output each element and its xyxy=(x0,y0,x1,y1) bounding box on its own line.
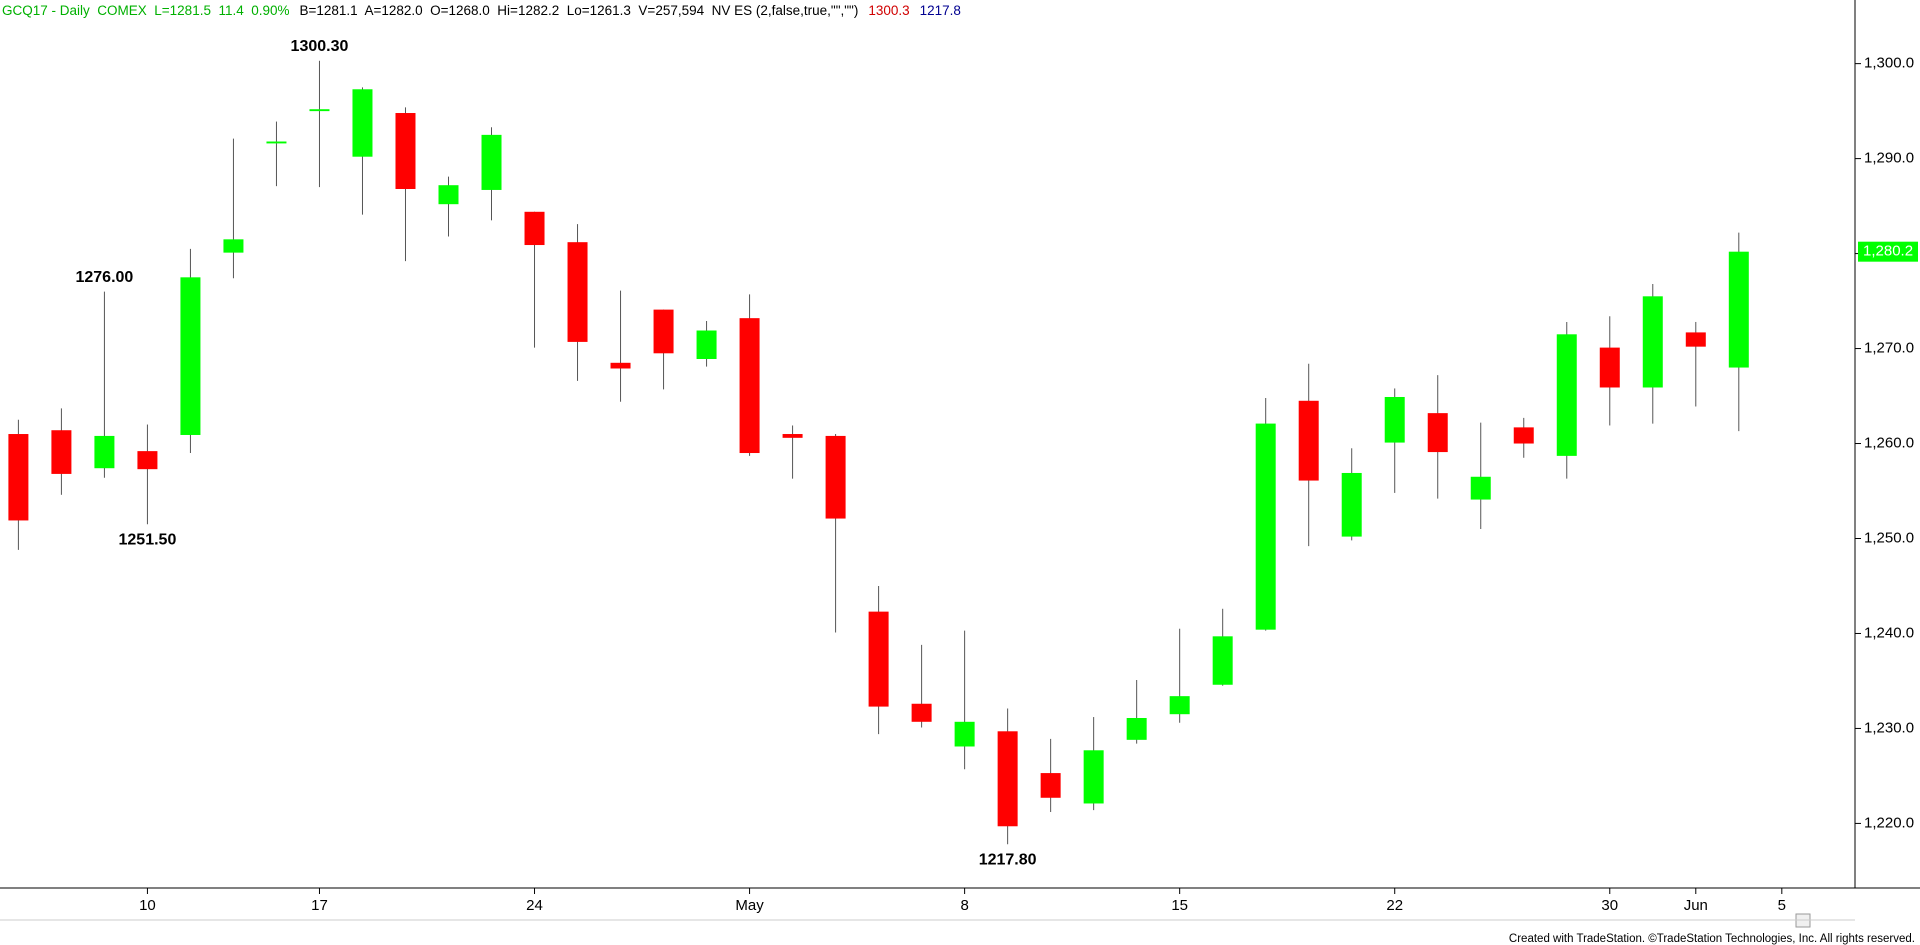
header-segment: 1300.3 xyxy=(868,3,909,18)
x-tick-label: Jun xyxy=(1684,897,1708,914)
x-tick-label: 24 xyxy=(526,897,543,914)
candle-body xyxy=(309,109,330,112)
candle-body xyxy=(1126,717,1147,740)
candle-body xyxy=(997,731,1018,827)
candle-body xyxy=(868,611,889,707)
y-tick-label: 1,230.0 xyxy=(1864,719,1914,736)
candle-body xyxy=(1255,423,1276,630)
x-tick-label: 15 xyxy=(1171,897,1188,914)
candle-body xyxy=(825,435,846,519)
candle-body xyxy=(782,434,803,438)
candle-body xyxy=(438,185,459,205)
candle-body xyxy=(1728,251,1749,368)
candle-body xyxy=(1470,476,1491,500)
header-segment: GCQ17 - Daily COMEX L=1281.5 11.4 0.90% xyxy=(2,3,290,18)
candle-body xyxy=(94,435,115,469)
candle-body xyxy=(8,434,29,521)
y-tick-label: 1,260.0 xyxy=(1864,434,1914,451)
extreme-label: 1217.80 xyxy=(979,852,1037,869)
header-segment: B=1281.1 A=1282.0 O=1268.0 Hi=1282.2 Lo=… xyxy=(300,3,859,18)
candle-body xyxy=(1083,750,1104,804)
y-tick-label: 1,220.0 xyxy=(1864,814,1914,831)
candle-body xyxy=(653,309,674,354)
x-tick-label: 22 xyxy=(1386,897,1403,914)
candle-body xyxy=(911,703,932,722)
candle-body xyxy=(1513,427,1534,444)
candle-body xyxy=(1298,400,1319,481)
candle-body xyxy=(610,362,631,369)
candle-body xyxy=(1642,296,1663,388)
candle-body xyxy=(739,318,760,454)
x-tick-label: May xyxy=(735,897,764,914)
extreme-label: 1300.30 xyxy=(291,38,349,55)
candle-body xyxy=(1427,413,1448,453)
candle-body xyxy=(567,242,588,342)
candle-body xyxy=(524,211,545,246)
y-tick-label: 1,290.0 xyxy=(1864,150,1914,167)
candle-body xyxy=(1212,636,1233,685)
x-tick-label: 10 xyxy=(139,897,156,914)
candle-body xyxy=(1040,773,1061,798)
candle-body xyxy=(266,141,287,144)
x-tick-label: 8 xyxy=(960,897,968,914)
candle-body xyxy=(1685,332,1706,347)
candle-body xyxy=(954,721,975,747)
candle-body xyxy=(352,89,373,157)
candle-body xyxy=(137,451,158,470)
y-tick-label: 1,270.0 xyxy=(1864,340,1914,357)
candle-body xyxy=(223,239,244,253)
x-tick-label: 5 xyxy=(1778,897,1786,914)
header-segment: 1217.8 xyxy=(920,3,961,18)
candle-body xyxy=(1169,696,1190,715)
y-tick-label: 1,250.0 xyxy=(1864,529,1914,546)
last-price-box xyxy=(1858,241,1918,262)
y-tick-label: 1,300.0 xyxy=(1864,55,1914,72)
candle-body xyxy=(1384,396,1405,443)
candle-body xyxy=(51,430,72,474)
candle-body xyxy=(1599,347,1620,388)
last-price-label: 1,280.2 xyxy=(1863,243,1913,260)
x-tick-label: 17 xyxy=(311,897,328,914)
x-tick-label: 30 xyxy=(1601,897,1618,914)
y-tick-label: 1,240.0 xyxy=(1864,624,1914,641)
candle-body xyxy=(1556,334,1577,456)
candle-body xyxy=(1341,472,1362,537)
footer: Created with TradeStation. ©TradeStation… xyxy=(1509,933,1915,945)
extreme-label: 1276.00 xyxy=(75,269,133,286)
header: GCQ17 - Daily COMEX L=1281.5 11.4 0.90% B… xyxy=(2,3,961,18)
candle-body xyxy=(180,277,201,435)
extreme-label: 1251.50 xyxy=(119,531,177,548)
candle-body xyxy=(481,134,502,190)
candle-body xyxy=(395,113,416,189)
candle-body xyxy=(696,330,717,359)
